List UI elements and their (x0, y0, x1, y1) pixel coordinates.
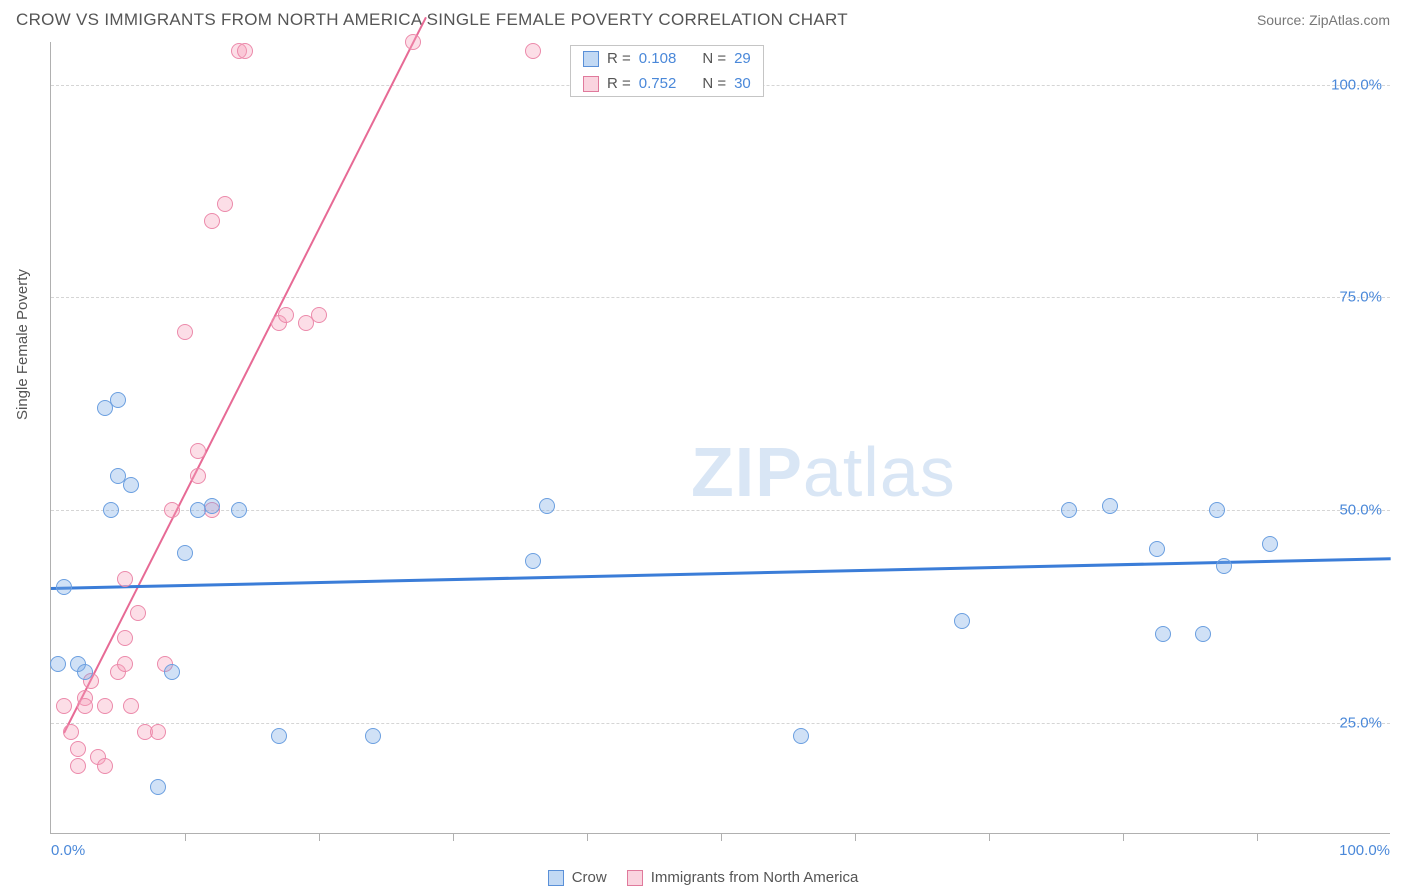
data-point (123, 698, 139, 714)
x-tick (587, 833, 588, 841)
data-point (97, 698, 113, 714)
data-point (77, 664, 93, 680)
x-tick (855, 833, 856, 841)
data-point (525, 43, 541, 59)
data-point (103, 502, 119, 518)
chart-source: Source: ZipAtlas.com (1257, 12, 1390, 28)
legend-item: Immigrants from North America (627, 869, 859, 886)
data-point (217, 196, 233, 212)
data-point (525, 553, 541, 569)
data-point (117, 656, 133, 672)
data-point (1195, 626, 1211, 642)
gridline (51, 723, 1390, 724)
y-tick-label: 25.0% (1339, 715, 1382, 732)
chart-header: CROW VS IMMIGRANTS FROM NORTH AMERICA SI… (0, 0, 1406, 38)
x-tick (185, 833, 186, 841)
data-point (150, 724, 166, 740)
data-point (190, 443, 206, 459)
watermark: ZIPatlas (691, 432, 956, 512)
scatter-chart: ZIPatlas 25.0%50.0%75.0%100.0%0.0%100.0% (50, 42, 1390, 834)
legend-correlation-box: R = 0.108 N = 29 R = 0.752 N = 30 (570, 45, 764, 97)
data-point (954, 613, 970, 629)
data-point (204, 213, 220, 229)
data-point (1102, 498, 1118, 514)
x-tick (1123, 833, 1124, 841)
data-point (1209, 502, 1225, 518)
data-point (539, 498, 555, 514)
trend-line (63, 17, 427, 733)
data-point (1262, 536, 1278, 552)
watermark-rest: atlas (803, 433, 956, 511)
legend-label: Immigrants from North America (651, 869, 859, 886)
legend-r-label: R = (607, 75, 631, 92)
data-point (97, 758, 113, 774)
data-point (63, 724, 79, 740)
legend-item: Crow (548, 869, 607, 886)
legend-label: Crow (572, 869, 607, 886)
legend-r-label: R = (607, 50, 631, 67)
data-point (117, 630, 133, 646)
data-point (117, 571, 133, 587)
data-point (177, 545, 193, 561)
data-point (177, 324, 193, 340)
watermark-bold: ZIP (691, 433, 803, 511)
trend-line (51, 557, 1391, 589)
legend-n-value: 30 (734, 75, 751, 92)
data-point (311, 307, 327, 323)
legend-series: Crow Immigrants from North America (0, 869, 1406, 886)
data-point (130, 605, 146, 621)
legend-swatch (548, 870, 564, 886)
y-tick-label: 100.0% (1331, 76, 1382, 93)
data-point (1155, 626, 1171, 642)
data-point (56, 698, 72, 714)
data-point (110, 392, 126, 408)
legend-row: R = 0.108 N = 29 (571, 46, 763, 71)
x-tick (721, 833, 722, 841)
data-point (365, 728, 381, 744)
x-max-label: 100.0% (1339, 842, 1390, 859)
data-point (1216, 558, 1232, 574)
legend-swatch (583, 76, 599, 92)
y-tick-label: 75.0% (1339, 289, 1382, 306)
data-point (123, 477, 139, 493)
data-point (50, 656, 66, 672)
data-point (1149, 541, 1165, 557)
data-point (231, 502, 247, 518)
legend-n-label: N = (702, 75, 726, 92)
data-point (204, 498, 220, 514)
legend-r-value: 0.752 (639, 75, 677, 92)
y-axis-label: Single Female Poverty (14, 269, 31, 420)
data-point (77, 698, 93, 714)
data-point (793, 728, 809, 744)
data-point (164, 664, 180, 680)
data-point (56, 579, 72, 595)
legend-row: R = 0.752 N = 30 (571, 71, 763, 96)
x-min-label: 0.0% (51, 842, 85, 859)
data-point (1061, 502, 1077, 518)
x-tick (319, 833, 320, 841)
legend-n-label: N = (702, 50, 726, 67)
data-point (190, 468, 206, 484)
legend-r-value: 0.108 (639, 50, 677, 67)
legend-n-value: 29 (734, 50, 751, 67)
legend-swatch (627, 870, 643, 886)
gridline (51, 297, 1390, 298)
data-point (278, 307, 294, 323)
legend-swatch (583, 51, 599, 67)
data-point (164, 502, 180, 518)
x-tick (989, 833, 990, 841)
chart-title: CROW VS IMMIGRANTS FROM NORTH AMERICA SI… (16, 10, 848, 30)
x-tick (453, 833, 454, 841)
data-point (237, 43, 253, 59)
data-point (70, 741, 86, 757)
data-point (405, 34, 421, 50)
gridline (51, 510, 1390, 511)
data-point (150, 779, 166, 795)
data-point (70, 758, 86, 774)
data-point (271, 728, 287, 744)
x-tick (1257, 833, 1258, 841)
y-tick-label: 50.0% (1339, 502, 1382, 519)
